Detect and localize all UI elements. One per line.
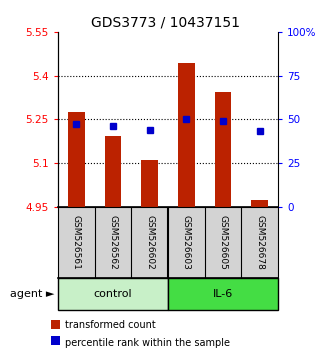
Text: GSM526561: GSM526561 (72, 215, 81, 270)
Bar (141, 160, 158, 207)
Text: GSM526602: GSM526602 (145, 215, 154, 270)
Bar (58, 278, 168, 310)
Bar (168, 278, 278, 310)
Bar (178, 63, 195, 207)
Bar (105, 136, 121, 207)
Text: agent ►: agent ► (10, 289, 55, 299)
Text: control: control (94, 289, 132, 299)
Text: GSM526605: GSM526605 (218, 215, 227, 270)
Text: GDS3773 / 10437151: GDS3773 / 10437151 (91, 16, 240, 30)
Text: transformed count: transformed count (65, 320, 155, 330)
Text: GSM526603: GSM526603 (182, 215, 191, 270)
Text: GSM526678: GSM526678 (255, 215, 264, 270)
Bar (252, 200, 268, 207)
Text: IL-6: IL-6 (213, 289, 233, 299)
Bar (215, 92, 231, 207)
Text: percentile rank within the sample: percentile rank within the sample (65, 338, 229, 348)
Text: GSM526562: GSM526562 (109, 215, 118, 270)
Bar (68, 112, 84, 207)
